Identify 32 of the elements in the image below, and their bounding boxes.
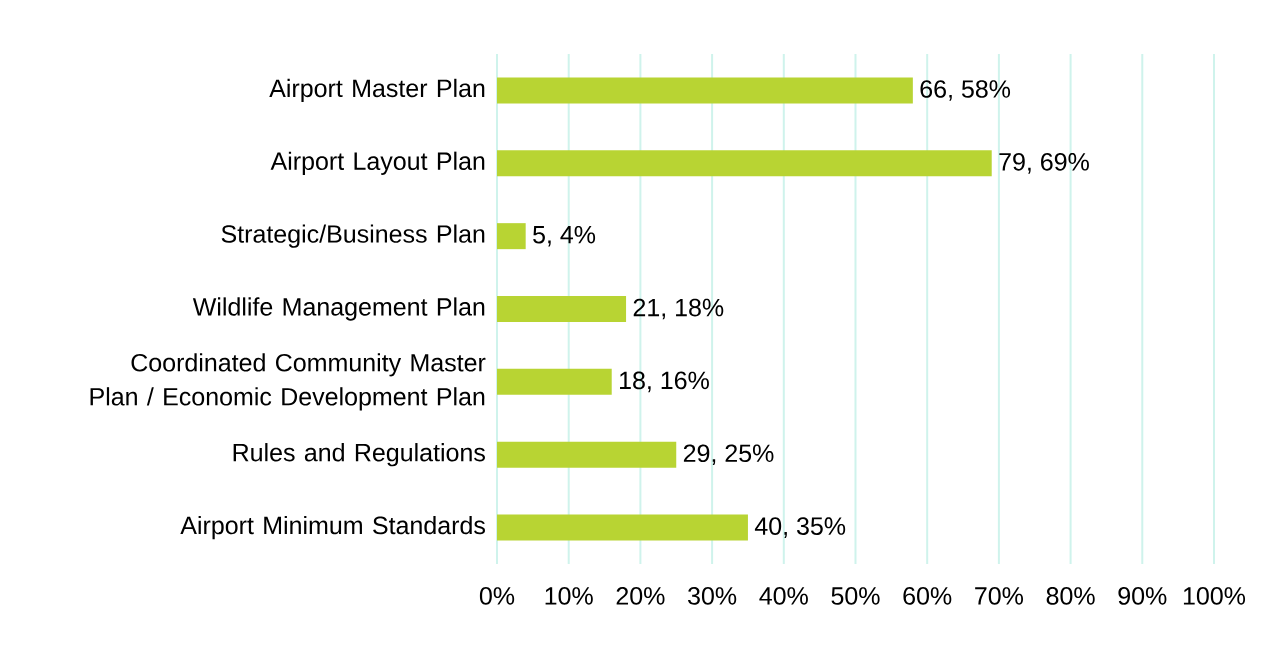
y-tick-label: Coordinated Community Master Plan / Economic Development Plan — [90, 353, 486, 411]
bar — [497, 514, 748, 541]
data-label: 40, 35% — [754, 517, 846, 538]
data-label: 21, 18% — [633, 298, 724, 320]
x-tick-label: 90% — [1118, 587, 1167, 605]
data-label: 79, 69% — [999, 152, 1089, 174]
data-label: 18, 16% — [620, 371, 709, 393]
bar — [497, 223, 526, 250]
data-label: 29, 25% — [683, 444, 774, 466]
x-tick-label: 80% — [1046, 587, 1095, 605]
bar — [497, 150, 992, 177]
x-tick-label: 100% — [1183, 587, 1246, 605]
y-tick-label: Wildlife Management Plan — [192, 297, 485, 321]
bar — [497, 77, 913, 104]
bar — [497, 296, 627, 323]
y-tick-label: Airport Master Plan — [269, 78, 485, 103]
x-tick-label: 30% — [688, 587, 737, 605]
x-tick-label: 70% — [975, 587, 1023, 605]
x-tick-label: 40% — [759, 587, 808, 605]
x-tick-label: 50% — [831, 587, 880, 605]
data-label: 66, 58% — [920, 80, 1011, 101]
bar — [497, 441, 677, 468]
y-tick-label: Airport Minimum Standards — [180, 515, 485, 540]
y-tick-label: Strategic/Business Plan — [221, 224, 485, 248]
x-tick-label: 20% — [616, 587, 665, 605]
data-label: 5, 4% — [533, 225, 596, 247]
x-tick-label: 60% — [903, 587, 952, 605]
y-tick-label: Airport Layout Plan — [270, 151, 485, 175]
x-tick-label: 0% — [479, 587, 515, 605]
x-tick-label: 10% — [545, 587, 593, 605]
y-tick-label: Rules and Regulations — [233, 443, 485, 467]
bar — [497, 368, 612, 395]
